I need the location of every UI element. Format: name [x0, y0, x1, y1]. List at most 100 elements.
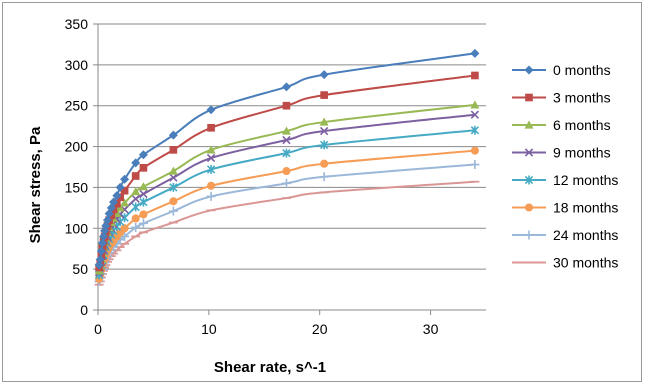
y-tick-label: 200: [65, 139, 89, 155]
data-point: [115, 182, 125, 192]
y-tick-label: 300: [65, 57, 89, 73]
data-point: [319, 70, 329, 80]
data-point: [470, 100, 480, 109]
data-point: [120, 231, 130, 241]
data-point: [206, 105, 216, 115]
series-24-months: [94, 160, 480, 286]
y-tick-label: 150: [65, 179, 89, 195]
legend-marker: [524, 65, 534, 75]
legend-label: 3 months: [553, 90, 611, 106]
data-point: [281, 126, 291, 135]
data-point: [470, 146, 479, 155]
data-point: [206, 164, 216, 174]
data-point: [109, 197, 119, 207]
legend-entry: 0 months: [512, 62, 611, 78]
data-point: [470, 160, 480, 170]
data-point: [131, 187, 141, 196]
data-point: [102, 215, 112, 225]
data-point: [282, 148, 291, 158]
data-point: [169, 197, 178, 206]
data-point: [282, 167, 291, 176]
legend-label: 9 months: [553, 145, 611, 161]
data-point: [319, 172, 329, 182]
data-point: [97, 238, 107, 248]
x-tick-label: 10: [201, 321, 217, 337]
legend-label: 12 months: [553, 172, 618, 188]
legend-marker: [524, 148, 534, 157]
data-point: [169, 146, 178, 154]
data-point: [120, 174, 130, 184]
y-tick-label: 250: [65, 98, 89, 114]
data-point: [470, 125, 480, 135]
data-point: [131, 158, 141, 168]
data-point: [131, 194, 140, 204]
legend-marker: [524, 230, 534, 240]
y-tick-label: 50: [72, 261, 88, 277]
data-point: [120, 224, 129, 233]
data-point: [281, 82, 291, 92]
data-point: [281, 178, 291, 188]
data-point: [319, 140, 329, 150]
legend-label: 30 months: [553, 255, 618, 271]
data-point: [169, 173, 178, 182]
data-point: [169, 182, 178, 192]
x-axis-title: Shear rate, s^-1: [214, 359, 326, 376]
data-point: [131, 172, 140, 180]
data-point: [320, 91, 328, 99]
legend-label: 24 months: [553, 227, 618, 243]
legend-entry: 12 months: [512, 172, 618, 188]
data-point: [168, 206, 178, 216]
data-point: [320, 159, 329, 168]
data-point: [120, 213, 129, 223]
legend-marker: [524, 175, 534, 185]
data-point: [138, 218, 148, 228]
legend-marker: [524, 120, 534, 129]
data-point: [139, 210, 148, 219]
data-point: [168, 166, 178, 175]
x-tick-label: 30: [423, 321, 439, 337]
gridlines: [98, 23, 486, 270]
legend-label: 18 months: [553, 200, 618, 216]
y-axis-title: Shear stress, Pa: [27, 126, 44, 243]
axes: 0 50 100 150 200 250 300 350 0 10 20 30: [65, 16, 486, 337]
data-point: [319, 117, 329, 126]
data-point: [206, 145, 216, 154]
legend-marker: [524, 203, 534, 212]
legend-entry: 6 months: [512, 117, 611, 133]
data-point: [207, 181, 216, 190]
legend-entry: 30 months: [512, 255, 618, 271]
legend-marker: [525, 93, 533, 102]
legend-entry: 3 months: [512, 90, 611, 106]
series-0-months: [94, 48, 480, 270]
data-point: [319, 126, 329, 136]
legend: 0 months 3 months 6 months 9 months 12 month…: [512, 62, 618, 271]
data-point: [470, 48, 480, 58]
data-point: [131, 222, 141, 232]
x-tick-label: 20: [312, 321, 328, 337]
data-point: [138, 182, 148, 191]
legend-label: 0 months: [553, 62, 611, 78]
data-point: [138, 150, 148, 160]
data-point: [112, 191, 122, 201]
data-point: [206, 153, 216, 163]
legend-entry: 24 months: [512, 227, 618, 243]
data-point: [139, 163, 148, 172]
data-point: [282, 135, 291, 145]
y-tick-label: 350: [65, 16, 89, 32]
data-point: [94, 260, 104, 270]
data-point: [120, 186, 129, 195]
series-group: [94, 48, 480, 286]
data-point: [113, 199, 121, 208]
data-point: [131, 214, 140, 223]
data-point: [206, 191, 216, 201]
data-point: [116, 193, 124, 202]
data-point: [131, 202, 140, 212]
data-point: [96, 246, 106, 256]
data-point: [99, 231, 109, 241]
legend-label: 6 months: [553, 117, 611, 133]
data-point: [139, 197, 148, 207]
data-point: [168, 130, 178, 140]
data-point: [95, 254, 105, 264]
data-point: [207, 123, 215, 132]
